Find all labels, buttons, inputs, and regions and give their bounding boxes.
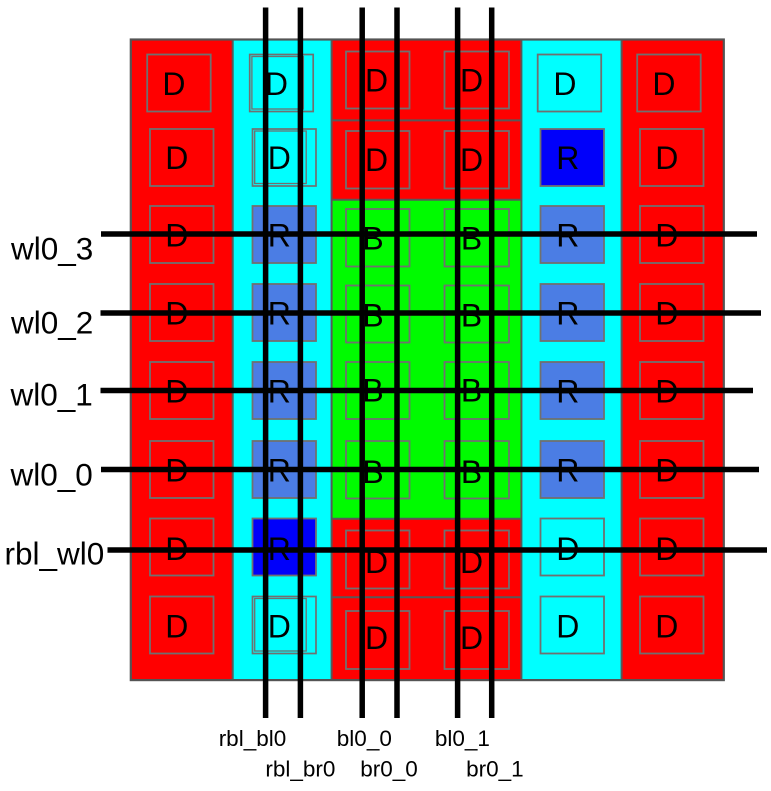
svg-text:br0_0: br0_0 — [360, 756, 418, 781]
svg-text:D: D — [460, 544, 483, 580]
svg-text:D: D — [556, 609, 579, 645]
svg-text:D: D — [460, 62, 483, 98]
svg-text:bl0_0: bl0_0 — [337, 726, 392, 751]
svg-text:rbl_br0: rbl_br0 — [265, 756, 335, 781]
svg-text:D: D — [165, 609, 188, 645]
svg-text:D: D — [655, 609, 678, 645]
svg-text:D: D — [655, 140, 678, 176]
svg-text:D: D — [553, 66, 576, 102]
svg-text:D: D — [365, 62, 388, 98]
svg-text:rbl_wl0: rbl_wl0 — [5, 536, 105, 572]
svg-text:B: B — [362, 221, 383, 257]
svg-text:D: D — [365, 544, 388, 580]
svg-text:D: D — [268, 609, 291, 645]
svg-text:D: D — [365, 620, 388, 656]
svg-text:wl0_0: wl0_0 — [10, 457, 93, 493]
svg-text:br0_1: br0_1 — [466, 756, 524, 781]
svg-text:bl0_1: bl0_1 — [435, 726, 490, 751]
svg-text:D: D — [460, 620, 483, 656]
svg-text:wl0_2: wl0_2 — [10, 305, 93, 341]
svg-text:D: D — [652, 66, 675, 102]
svg-text:D: D — [268, 140, 291, 176]
svg-text:wl0_1: wl0_1 — [10, 377, 93, 413]
svg-text:D: D — [165, 140, 188, 176]
svg-text:R: R — [556, 140, 579, 176]
svg-text:D: D — [365, 142, 388, 178]
svg-text:D: D — [460, 142, 483, 178]
svg-text:B: B — [461, 221, 482, 257]
svg-text:rbl_bl0: rbl_bl0 — [219, 726, 287, 751]
svg-text:D: D — [162, 66, 185, 102]
svg-text:wl0_3: wl0_3 — [10, 231, 93, 267]
svg-text:D: D — [265, 66, 288, 102]
